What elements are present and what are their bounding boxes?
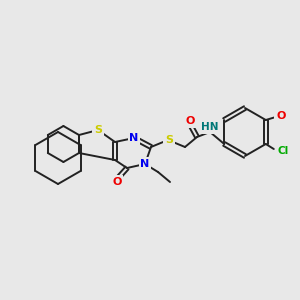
Text: HN: HN (201, 122, 219, 132)
Text: N: N (129, 133, 139, 143)
Text: O: O (276, 111, 286, 121)
Text: O: O (185, 116, 195, 126)
Text: N: N (140, 159, 150, 169)
Text: S: S (94, 125, 102, 135)
Text: O: O (112, 177, 122, 187)
Text: S: S (165, 135, 173, 145)
Text: Cl: Cl (277, 146, 288, 156)
